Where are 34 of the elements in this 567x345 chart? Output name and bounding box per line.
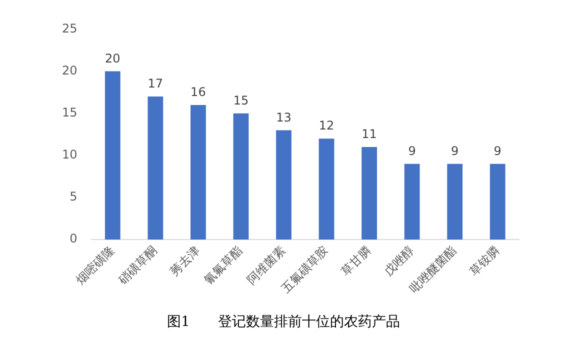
x-tick-label: 草铵膦 — [466, 243, 502, 278]
data-label: 11 — [362, 127, 377, 142]
y-tick-label: 10 — [62, 148, 78, 162]
bar — [362, 147, 377, 240]
x-tick-label: 莠去津 — [167, 243, 203, 278]
bar — [318, 138, 334, 240]
bar — [190, 104, 206, 240]
y-tick-label: 5 — [70, 190, 78, 204]
data-label: 17 — [148, 76, 164, 91]
x-tick-label: 硝磺草酮 — [115, 243, 160, 288]
y-tick-label: 20 — [62, 63, 78, 78]
y-tick-label: 25 — [62, 21, 78, 36]
data-label: 9 — [408, 144, 416, 158]
data-label: 16 — [190, 85, 206, 100]
bar — [148, 96, 164, 240]
x-tick-label: 戊唑醇 — [381, 243, 416, 278]
bar — [233, 113, 249, 240]
data-label: 13 — [276, 110, 292, 124]
x-tick-label: 草甘膦 — [338, 243, 374, 278]
x-tick-label: 氰氟草酯 — [201, 243, 246, 287]
bar — [276, 130, 292, 240]
bar — [104, 71, 120, 240]
data-label: 9 — [494, 144, 502, 158]
data-label: 12 — [318, 118, 334, 133]
y-tick-label: 0 — [70, 232, 78, 246]
text: 图1 登记数量排前十位的农药产品 — [167, 314, 400, 330]
data-label: 15 — [233, 93, 249, 108]
bar — [447, 164, 463, 240]
x-tick-label: 烟嘧磺隆 — [73, 243, 117, 287]
y-tick-label: 15 — [62, 105, 78, 120]
data-label: 9 — [451, 144, 459, 158]
bar — [490, 164, 506, 240]
bar — [404, 164, 420, 240]
data-label: 20 — [105, 51, 120, 66]
